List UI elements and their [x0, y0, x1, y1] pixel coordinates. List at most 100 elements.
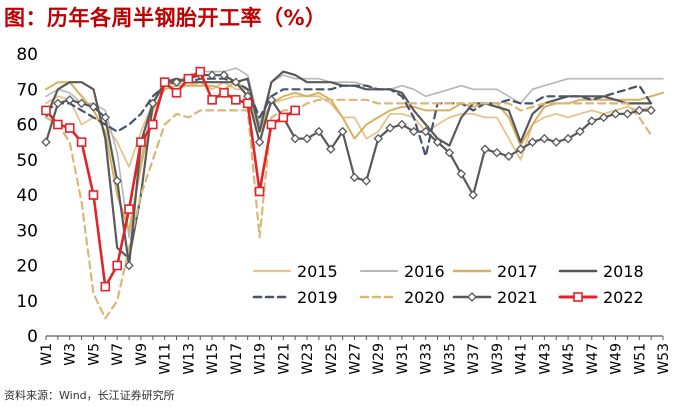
- data-point-2021: [456, 169, 467, 179]
- x-tick-label: W9: [134, 343, 150, 366]
- data-point-2021: [480, 144, 490, 154]
- x-tick-label: W33: [419, 343, 435, 375]
- series-2015: [45, 81, 652, 168]
- legend-label-2015: 2015: [297, 262, 338, 281]
- x-tick-label: W45: [561, 343, 577, 375]
- legend-item-2016: 2016: [360, 262, 445, 281]
- series-line-2019: [44, 77, 653, 158]
- y-tick-label: 50: [16, 151, 38, 171]
- data-point-2021: [76, 98, 87, 109]
- x-tick-label: W25: [324, 343, 340, 375]
- x-tick-label: W7: [110, 343, 126, 366]
- data-point-2021: [171, 77, 182, 87]
- data-point-2021: [385, 123, 395, 133]
- series-line-2018: [44, 70, 653, 260]
- data-point-2022: [100, 281, 111, 292]
- x-tick-label: W51: [632, 343, 648, 375]
- data-point-2022: [207, 95, 217, 105]
- data-point-2021: [207, 70, 217, 80]
- data-point-2021: [290, 133, 300, 144]
- data-point-2022: [171, 87, 182, 98]
- x-tick-label: W11: [158, 343, 174, 375]
- x-tick-label: W43: [537, 343, 553, 375]
- x-tick-label: W21: [276, 343, 292, 375]
- data-point-2021: [527, 137, 538, 147]
- series-line-2020: [44, 98, 653, 320]
- x-tick-label: W13: [181, 343, 197, 375]
- legend-label-2021: 2021: [497, 288, 538, 307]
- legend-label-2019: 2019: [297, 288, 338, 307]
- data-point-2021: [539, 133, 550, 144]
- data-point-2022: [41, 105, 51, 116]
- y-tick-label: 40: [16, 186, 38, 206]
- data-point-2021: [563, 133, 573, 144]
- data-point-2021: [349, 172, 360, 183]
- y-tick-label: 20: [16, 257, 38, 277]
- x-tick-label: W3: [63, 343, 79, 366]
- data-point-2021: [504, 151, 514, 161]
- legend-item-2021: 2021: [452, 288, 538, 307]
- data-point-2021: [266, 95, 277, 105]
- data-point-2021: [575, 126, 585, 137]
- data-point-2022: [112, 260, 122, 271]
- data-point-2021: [231, 77, 241, 87]
- x-tick-label: W1: [39, 343, 55, 366]
- y-tick-label: 60: [16, 116, 38, 136]
- data-point-2021: [420, 126, 431, 137]
- y-tick-label: 0: [27, 327, 38, 347]
- data-point-2021: [88, 102, 99, 112]
- legend-label-2022: 2022: [603, 288, 644, 307]
- data-point-2022: [136, 137, 146, 147]
- y-tick-label: 30: [16, 221, 38, 241]
- legend-label-2018: 2018: [603, 262, 644, 281]
- y-tick-label: 80: [16, 45, 38, 65]
- data-point-2021: [41, 137, 51, 147]
- data-point-2021: [610, 109, 621, 119]
- legend-label-2017: 2017: [497, 262, 538, 281]
- x-tick-label: W27: [348, 343, 364, 375]
- data-point-2021: [254, 137, 265, 147]
- data-point-2022: [290, 105, 300, 116]
- series-2018: [44, 70, 653, 260]
- data-point-2021: [337, 126, 348, 137]
- chart-title: 图：历年各周半钢胎开工率（%）: [4, 6, 327, 30]
- legend-item-2019: 2019: [252, 288, 338, 307]
- legend-item-2022: 2022: [558, 288, 644, 307]
- data-point-2022: [64, 123, 75, 133]
- legend-item-2020: 2020: [359, 288, 445, 307]
- series-2020: [44, 98, 653, 320]
- chart-source: 资料来源：Wind，长江证券研究所: [4, 389, 175, 402]
- data-point-2021: [326, 144, 336, 154]
- data-point-2021: [409, 126, 419, 137]
- data-point-2022: [53, 119, 63, 130]
- legend-label-2020: 2020: [404, 288, 445, 307]
- data-point-2021: [373, 133, 383, 144]
- data-point-2021: [551, 137, 561, 147]
- x-tick-label: W5: [86, 343, 102, 366]
- data-point-2021: [397, 119, 407, 130]
- data-point-2021: [634, 105, 644, 116]
- data-point-2021: [492, 147, 502, 158]
- data-point-2022: [76, 137, 87, 147]
- x-tick-label: W23: [300, 343, 316, 375]
- x-tick-label: W49: [609, 343, 625, 375]
- data-point-2021: [124, 260, 134, 271]
- series-line-2022: [44, 70, 297, 288]
- data-point-2021: [314, 126, 324, 137]
- data-point-2021: [148, 98, 158, 109]
- data-point-2022: [147, 119, 158, 130]
- series-line-2021: [44, 73, 653, 267]
- data-point-2021: [53, 98, 63, 109]
- x-tick-label: W17: [229, 343, 245, 375]
- series-2022: [41, 66, 300, 292]
- x-tick-label: W47: [585, 343, 601, 375]
- data-point-2021: [515, 144, 526, 154]
- y-tick-label: 10: [16, 292, 38, 312]
- x-tick-label: W41: [514, 343, 530, 375]
- data-point-2021: [444, 147, 455, 158]
- data-point-2022: [195, 66, 206, 77]
- data-point-2022: [88, 190, 99, 200]
- data-point-2022: [231, 95, 241, 105]
- series-2019: [44, 77, 653, 158]
